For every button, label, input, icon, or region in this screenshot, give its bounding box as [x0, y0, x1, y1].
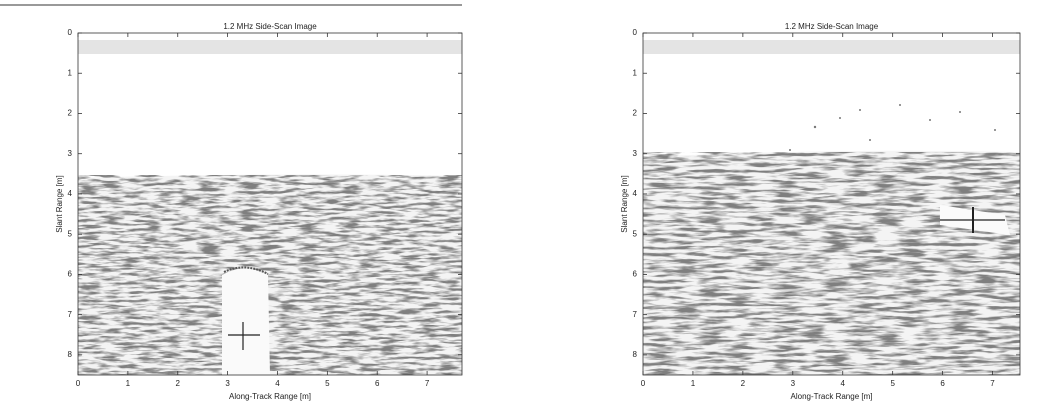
- x-tick-label: 5: [890, 379, 895, 388]
- x-tick-label: 2: [741, 379, 746, 388]
- y-tick-label: 0: [633, 28, 638, 37]
- y-axis-label: Slant Range [m]: [55, 175, 64, 232]
- x-tick-label: 0: [76, 379, 81, 388]
- x-tick-label: 0: [641, 379, 646, 388]
- x-axis-label: Along-Track Range [m]: [229, 392, 311, 401]
- plot-frame: [77, 32, 463, 376]
- chart-title: 1.2 MHz Side-Scan Image: [785, 22, 879, 31]
- x-tick-label: 4: [275, 379, 280, 388]
- x-tick-label: 2: [176, 379, 181, 388]
- x-tick-label: 4: [841, 379, 846, 388]
- x-tick-label: 1: [126, 379, 131, 388]
- x-tick-label: 6: [940, 379, 945, 388]
- y-tick-label: 7: [68, 310, 73, 319]
- x-tick-label: 7: [425, 379, 430, 388]
- y-tick-label: 2: [633, 109, 638, 118]
- y-tick-label: 1: [68, 68, 73, 77]
- y-tick-label: 1: [633, 68, 638, 77]
- x-tick-label: 3: [225, 379, 230, 388]
- y-tick-label: 8: [633, 350, 638, 359]
- chart-title: 1.2 MHz Side-Scan Image: [223, 22, 317, 31]
- x-tick-label: 3: [791, 379, 796, 388]
- y-tick-label: 2: [68, 109, 73, 118]
- sonar-image: [78, 40, 462, 375]
- y-tick-label: 5: [68, 229, 73, 238]
- x-tick-label: 1: [691, 379, 696, 388]
- x-tick-label: 7: [990, 379, 995, 388]
- y-tick-label: 5: [633, 229, 638, 238]
- y-tick-label: 6: [633, 270, 638, 279]
- y-axis-label: Slant Range [m]: [620, 175, 629, 232]
- x-tick-label: 5: [325, 379, 330, 388]
- y-tick-label: 3: [633, 149, 638, 158]
- y-tick-label: 7: [633, 310, 638, 319]
- x-tick-label: 6: [375, 379, 380, 388]
- y-tick-label: 0: [68, 28, 73, 37]
- plot-frame: [642, 32, 1021, 376]
- y-tick-label: 4: [633, 189, 638, 198]
- y-tick-label: 4: [68, 189, 73, 198]
- y-tick-label: 8: [68, 350, 73, 359]
- x-axis-label: Along-Track Range [m]: [791, 392, 873, 401]
- y-tick-label: 6: [68, 270, 73, 279]
- sonar-image: [643, 40, 1020, 375]
- y-tick-label: 3: [68, 149, 73, 158]
